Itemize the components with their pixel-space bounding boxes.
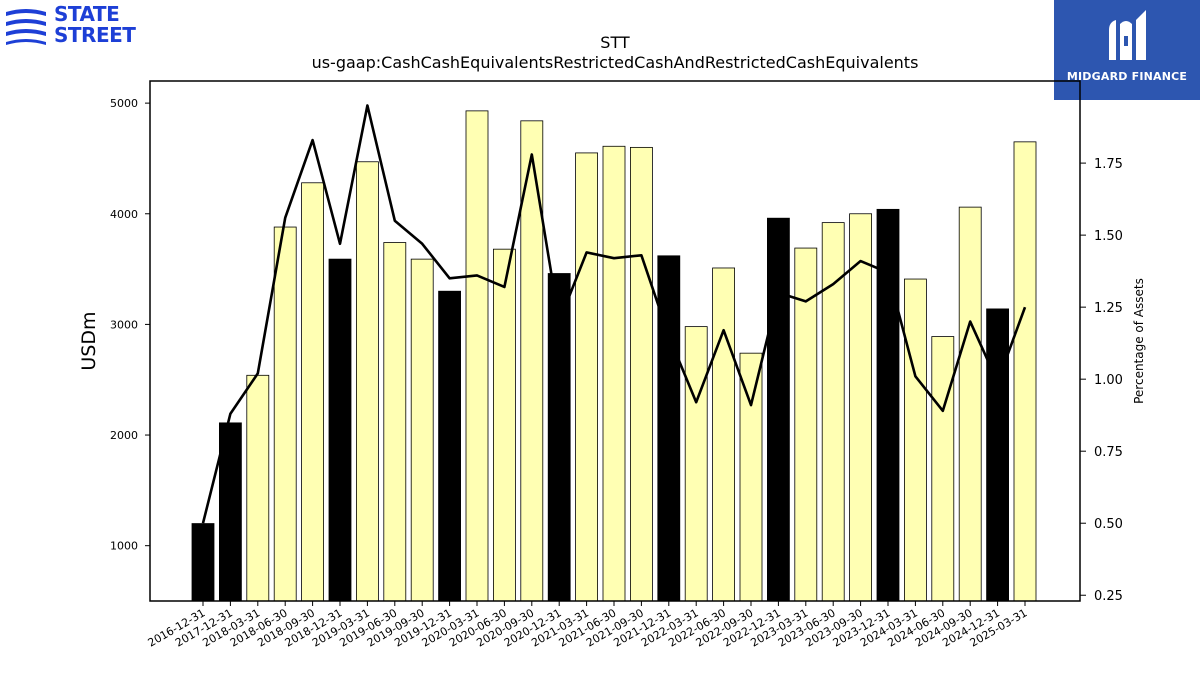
bar-2022-09-30 — [739, 352, 763, 602]
y-tick-label-4000: 4000 — [110, 208, 138, 221]
bar-2022-06-30 — [712, 267, 735, 602]
bar-2019-06-30 — [383, 242, 407, 602]
bar-2022-12-31 — [767, 217, 790, 602]
bar-2018-12-31 — [328, 258, 352, 602]
line-series — [201, 104, 1027, 524]
x-axis: 2016-12-312017-12-312018-03-312018-06-30… — [146, 601, 1030, 650]
y2-tick-label-0.5: 0.50 — [1094, 517, 1123, 532]
plot-frame — [149, 80, 1081, 602]
bar-series — [191, 110, 1037, 602]
percentage-line — [201, 104, 1027, 524]
bar-2021-06-30 — [602, 145, 626, 602]
bar-2025-03-31 — [1013, 141, 1037, 602]
y-axis-right: 0.25 0.50 0.75 1.00 1.25 1.50 1.75 — [1080, 157, 1123, 604]
bar-2019-12-31 — [438, 290, 462, 602]
state-street-logo: STATE STREET — [4, 4, 164, 48]
bar-2023-09-30 — [849, 213, 872, 602]
y-tick-label-2000: 2000 — [110, 429, 138, 442]
midgard-finance-logo: MIDGARD FINANCE — [1054, 0, 1200, 100]
bar-2018-09-30 — [301, 182, 325, 602]
state-street-line2: STREET — [54, 23, 136, 47]
y2-tick-label-0.75: 0.75 — [1094, 445, 1123, 460]
y-axis-label: USDm — [78, 311, 100, 370]
y2-tick-label-1: 1.00 — [1094, 373, 1123, 388]
y-tick-label-1000: 1000 — [110, 540, 138, 553]
y2-tick-label-1.75: 1.75 — [1094, 157, 1123, 172]
bar-2024-09-30 — [958, 206, 982, 602]
bar-2023-06-30 — [821, 222, 845, 602]
bar-2019-03-31 — [355, 161, 379, 602]
bar-2020-03-31 — [465, 110, 489, 602]
y2-tick-label-1.5: 1.50 — [1094, 229, 1123, 244]
bar-2021-03-31 — [575, 152, 598, 602]
bar-2021-12-31 — [657, 255, 681, 602]
y-axis-left: 1000 2000 3000 4000 5000 — [110, 97, 150, 553]
bar-2024-06-30 — [931, 336, 955, 602]
bar-2024-03-31 — [904, 278, 927, 602]
bar-2020-06-30 — [492, 248, 516, 602]
bar-2022-03-31 — [684, 326, 708, 602]
state-street-wordmark: STATE STREET — [54, 2, 136, 47]
midgard-finance-wordmark: MIDGARD FINANCE — [1066, 70, 1188, 83]
bar-2016-12-31 — [191, 523, 215, 602]
bar-2018-06-30 — [273, 226, 297, 602]
y-tick-label-5000: 5000 — [110, 97, 138, 110]
y2-tick-label-1.25: 1.25 — [1094, 301, 1123, 316]
bar-2019-09-30 — [410, 258, 434, 602]
bar-2021-09-30 — [630, 146, 653, 602]
y2-tick-label-0.25: 0.25 — [1094, 589, 1123, 604]
y-tick-label-3000: 3000 — [110, 318, 138, 331]
chart-subtitle: us-gaap:CashCashEquivalentsRestrictedCas… — [312, 53, 919, 72]
chart-title: STT — [600, 33, 630, 52]
bar-2018-03-31 — [246, 374, 270, 602]
state-street-line1: STATE — [54, 2, 120, 26]
bar-2024-12-31 — [986, 308, 1009, 602]
state-street-mark-icon — [6, 9, 46, 45]
midgard-m-icon — [1109, 10, 1146, 60]
y2-axis-label: Percentage of Assets — [1132, 278, 1146, 404]
